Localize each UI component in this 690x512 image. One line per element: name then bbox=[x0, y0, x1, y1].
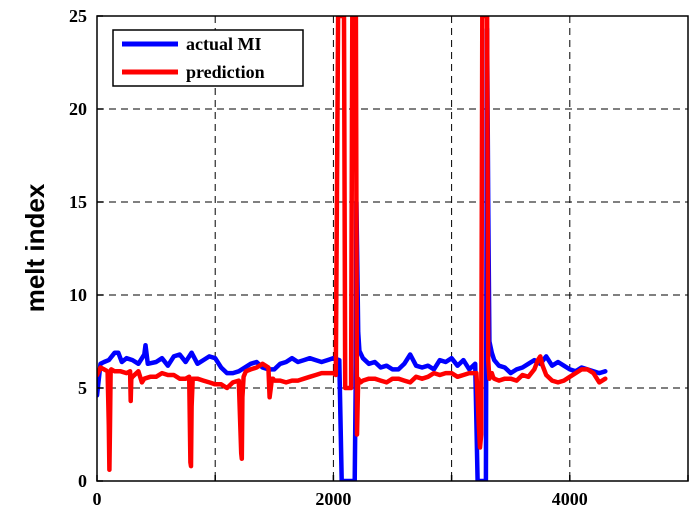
y-axis-label: melt index bbox=[20, 183, 50, 312]
y-tick-label: 20 bbox=[69, 99, 87, 119]
legend-label-actual-mi: actual MI bbox=[186, 34, 262, 54]
legend: actual MI prediction bbox=[112, 29, 304, 87]
x-tick-label: 0 bbox=[93, 489, 102, 509]
legend-label-prediction: prediction bbox=[186, 62, 265, 82]
series-line-prediction bbox=[97, 16, 608, 473]
grid-lines bbox=[97, 16, 688, 481]
series-layer bbox=[97, 16, 608, 481]
axis-ticks: 0 2000 4000 0 5 10 15 20 25 bbox=[69, 6, 689, 509]
y-tick-label: 25 bbox=[69, 6, 87, 26]
legend-box bbox=[112, 29, 304, 87]
x-tick-label: 2000 bbox=[315, 489, 351, 509]
y-tick-label: 5 bbox=[78, 378, 87, 398]
x-tick-label: 4000 bbox=[552, 489, 588, 509]
plot-frame bbox=[96, 15, 689, 482]
y-tick-label: 0 bbox=[78, 471, 87, 491]
y-tick-label: 10 bbox=[69, 285, 87, 305]
y-tick-label: 15 bbox=[69, 192, 87, 212]
